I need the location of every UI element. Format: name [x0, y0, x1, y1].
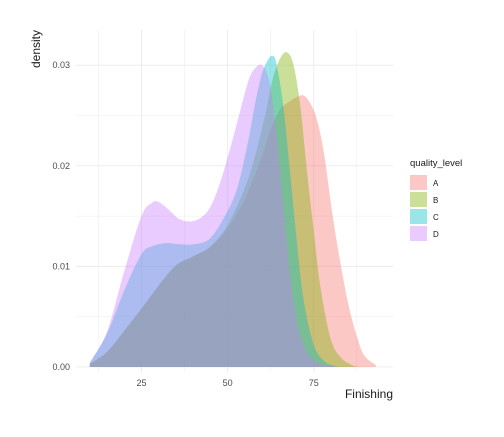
y-tick-label: 0.01 — [52, 261, 70, 271]
y-axis-title: density — [29, 30, 43, 68]
y-tick-label: 0.02 — [52, 161, 70, 171]
legend-label-a: A — [433, 179, 439, 188]
x-tick-label: 25 — [136, 378, 146, 388]
legend-key-d — [410, 226, 427, 241]
x-tick-label: 75 — [309, 378, 319, 388]
density-areas — [90, 52, 376, 367]
legend-key-b — [410, 192, 427, 207]
x-axis-title: Finishing — [345, 387, 393, 401]
legend-label-d: D — [433, 230, 439, 239]
y-tick-label: 0.03 — [52, 60, 70, 70]
x-tick-label: 50 — [223, 378, 233, 388]
legend-title: quality_level — [410, 158, 462, 169]
legend-label-c: C — [433, 213, 439, 222]
legend-label-b: B — [433, 196, 438, 205]
legend-key-a — [410, 175, 427, 190]
legend-key-c — [410, 209, 427, 224]
y-tick-label: 0.00 — [52, 362, 70, 372]
